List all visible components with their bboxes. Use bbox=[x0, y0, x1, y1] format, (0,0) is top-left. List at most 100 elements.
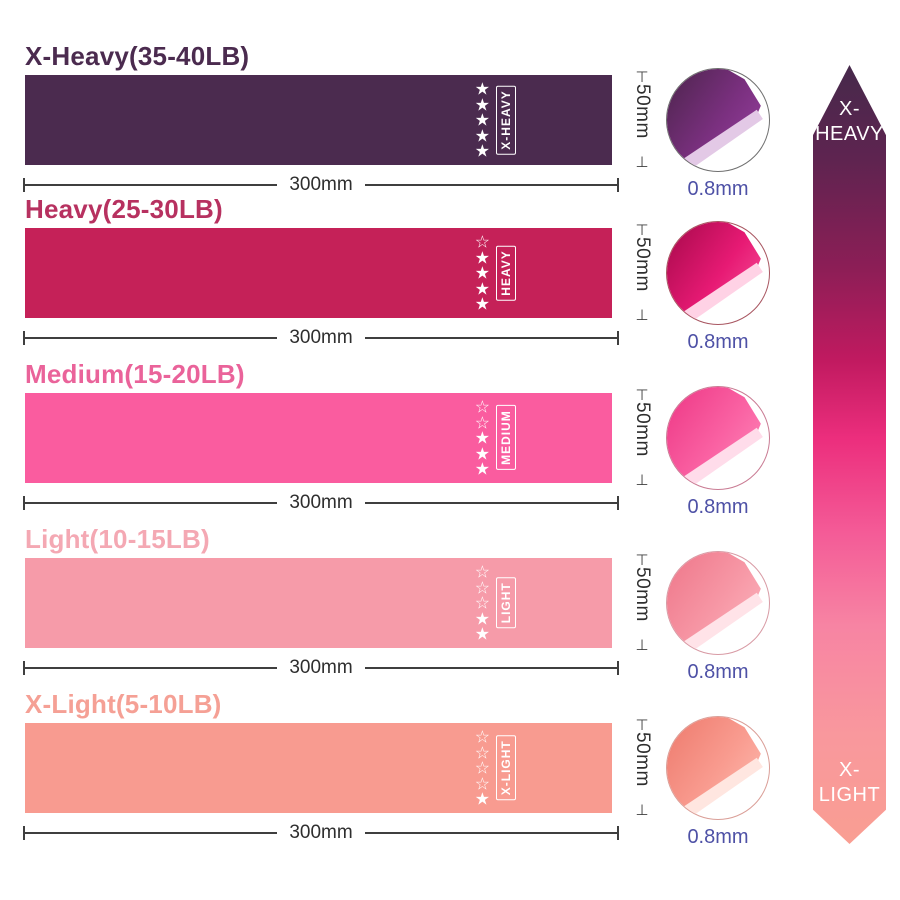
band-thickness-figure: 0.8mm bbox=[666, 386, 770, 519]
dim-cap-bottom-icon: ⊥ bbox=[635, 154, 649, 171]
star-empty-icon: ☆ bbox=[474, 397, 490, 417]
band-strength-label: HEAVY bbox=[496, 245, 516, 301]
dim-tick-right bbox=[617, 496, 620, 510]
height-dimension: ⊤ 50mm ⊥ bbox=[624, 222, 660, 324]
dim-tick-left bbox=[23, 331, 25, 345]
star-filled-icon: ★ bbox=[474, 624, 490, 644]
star-filled-icon: ★ bbox=[474, 141, 490, 161]
thickness-label: 0.8mm bbox=[687, 496, 749, 518]
height-dimension-label: 50mm bbox=[632, 567, 653, 622]
star-empty-icon: ☆ bbox=[474, 593, 490, 613]
dim-line bbox=[25, 337, 278, 339]
star-filled-icon: ★ bbox=[474, 459, 490, 479]
dim-tick-left bbox=[23, 661, 25, 675]
band-swatch: ☆ ☆ ☆ ★ ★ LIGHT bbox=[25, 558, 612, 648]
star-empty-icon: ☆ bbox=[474, 727, 490, 747]
dim-cap-bottom-icon: ⊥ bbox=[635, 307, 649, 324]
width-dimension-label: 300mm bbox=[289, 657, 353, 678]
dim-tick-left bbox=[23, 826, 25, 840]
star-filled-icon: ★ bbox=[474, 79, 490, 99]
dim-cap-top-icon: ⊤ bbox=[635, 222, 649, 239]
strength-stars: ☆ ☆ ☆ ☆ ★ bbox=[475, 729, 490, 807]
dim-line bbox=[364, 502, 618, 504]
star-empty-icon: ☆ bbox=[474, 742, 490, 762]
folded-band-photo bbox=[666, 386, 770, 490]
thickness-label: 0.8mm bbox=[687, 826, 749, 848]
folded-band-photo bbox=[666, 68, 770, 172]
band-swatch: ★ ★ ★ ★ ★ X-HEAVY bbox=[25, 75, 612, 165]
scale-bottom-label: X- LIGHT bbox=[818, 759, 881, 806]
dim-tick-right bbox=[617, 826, 620, 840]
star-filled-icon: ★ bbox=[474, 789, 490, 809]
band-title: Light(10-15LB) bbox=[25, 524, 210, 554]
band-mark: ☆ ☆ ☆ ★ ★ LIGHT bbox=[475, 564, 516, 642]
star-empty-icon: ☆ bbox=[474, 773, 490, 793]
dim-line bbox=[364, 337, 618, 339]
dim-tick-right bbox=[617, 178, 620, 192]
band-thickness-figure: 0.8mm bbox=[666, 551, 770, 684]
band-title: Medium(15-20LB) bbox=[25, 359, 245, 389]
band-strength-label: MEDIUM bbox=[496, 405, 516, 471]
height-dimension: ⊤ 50mm ⊥ bbox=[624, 718, 660, 818]
band-thickness-figure: 0.8mm bbox=[666, 68, 770, 201]
height-dimension-label: 50mm bbox=[632, 402, 653, 457]
band-mark: ☆ ★ ★ ★ ★ HEAVY bbox=[475, 234, 516, 312]
star-filled-icon: ★ bbox=[474, 125, 490, 145]
star-filled-icon: ★ bbox=[474, 608, 490, 628]
dim-tick-left bbox=[23, 496, 25, 510]
dim-cap-top-icon: ⊤ bbox=[635, 552, 649, 569]
folded-band-photo bbox=[666, 716, 770, 820]
band-title: X-Heavy(35-40LB) bbox=[25, 41, 250, 71]
star-filled-icon: ★ bbox=[474, 110, 490, 130]
dim-line bbox=[25, 502, 278, 504]
scale-top-label: X- HEAVY bbox=[815, 98, 884, 145]
strength-stars: ☆ ★ ★ ★ ★ bbox=[475, 234, 490, 312]
width-dimension-label: 300mm bbox=[289, 822, 353, 843]
folded-band-photo bbox=[666, 221, 770, 325]
width-dimension: 300mm bbox=[23, 327, 620, 348]
band-title: X-Light(5-10LB) bbox=[25, 689, 222, 719]
band-strength-label: X-LIGHT bbox=[496, 735, 516, 801]
band-row: X-Heavy(35-40LB) ★ ★ ★ ★ ★ X-HEAVY 300mm ⊤ 5… bbox=[23, 41, 770, 200]
height-dimension: ⊤ 50mm ⊥ bbox=[624, 70, 660, 171]
star-filled-icon: ★ bbox=[474, 294, 490, 314]
band-strength-label: LIGHT bbox=[496, 577, 516, 629]
strength-stars: ☆ ☆ ☆ ★ ★ bbox=[475, 564, 490, 642]
star-filled-icon: ★ bbox=[474, 428, 490, 448]
band-mark: ☆ ☆ ☆ ☆ ★ X-LIGHT bbox=[475, 729, 516, 807]
thickness-label: 0.8mm bbox=[687, 661, 749, 683]
dim-cap-top-icon: ⊤ bbox=[635, 387, 649, 404]
thickness-label: 0.8mm bbox=[687, 178, 749, 200]
dim-line bbox=[25, 667, 278, 669]
band-row: X-Light(5-10LB) ☆ ☆ ☆ ☆ ★ X-LIGHT 300mm ⊤ 50… bbox=[23, 689, 770, 848]
height-dimension-label: 50mm bbox=[632, 237, 653, 292]
band-title: Heavy(25-30LB) bbox=[25, 194, 223, 224]
folded-band-photo bbox=[666, 551, 770, 655]
star-filled-icon: ★ bbox=[474, 443, 490, 463]
thickness-label: 0.8mm bbox=[687, 331, 749, 353]
band-swatch: ☆ ★ ★ ★ ★ HEAVY bbox=[25, 228, 612, 318]
width-dimension-label: 300mm bbox=[289, 327, 353, 348]
dim-cap-bottom-icon: ⊥ bbox=[635, 472, 649, 489]
band-thickness-figure: 0.8mm bbox=[666, 716, 770, 849]
star-filled-icon: ★ bbox=[474, 278, 490, 298]
width-dimension: 300mm bbox=[23, 174, 620, 195]
star-filled-icon: ★ bbox=[474, 247, 490, 267]
band-strength-label: X-HEAVY bbox=[496, 85, 516, 155]
dim-line bbox=[25, 184, 278, 186]
height-dimension: ⊤ 50mm ⊥ bbox=[624, 552, 660, 653]
height-dimension-label: 50mm bbox=[632, 732, 653, 787]
height-dimension: ⊤ 50mm ⊥ bbox=[624, 387, 660, 489]
band-mark: ☆ ☆ ★ ★ ★ MEDIUM bbox=[475, 399, 516, 477]
width-dimension: 300mm bbox=[23, 657, 620, 678]
dim-line bbox=[364, 832, 618, 834]
width-dimension-label: 300mm bbox=[289, 174, 353, 195]
dim-line bbox=[364, 184, 618, 186]
star-filled-icon: ★ bbox=[474, 263, 490, 283]
strength-scale-arrow: X- HEAVY X- LIGHT bbox=[813, 65, 886, 844]
star-empty-icon: ☆ bbox=[474, 412, 490, 432]
dim-line bbox=[25, 832, 278, 834]
band-mark: ★ ★ ★ ★ ★ X-HEAVY bbox=[475, 81, 516, 159]
band-thickness-figure: 0.8mm bbox=[666, 221, 770, 354]
